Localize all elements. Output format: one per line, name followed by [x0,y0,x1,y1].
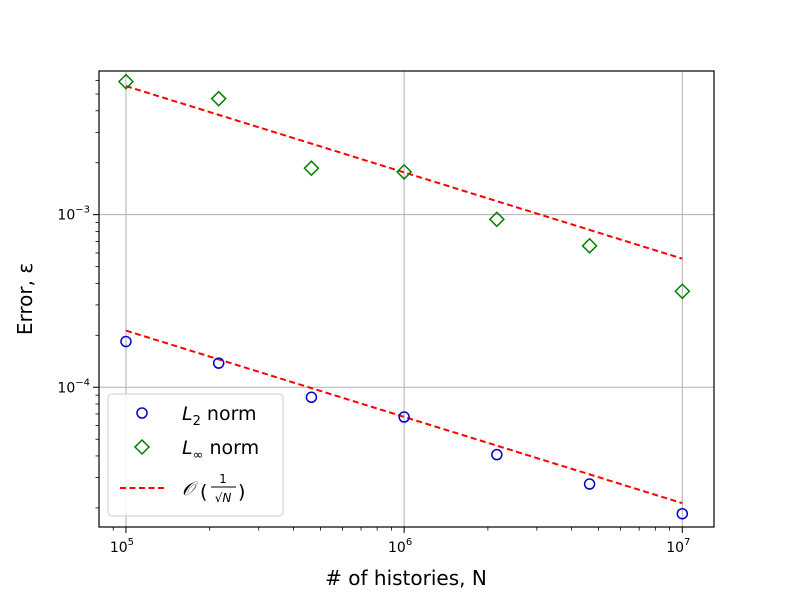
x-tick-label: 107 [666,537,690,556]
svg-text:√N: √N [215,491,232,505]
l2-point [583,478,596,490]
y-axis-label: Error, ε [13,263,37,335]
reference-line [125,329,683,505]
linf-point [210,90,227,107]
legend-box [107,393,284,517]
y-tick-label: 10−4 [57,377,90,396]
linf-point [303,160,320,177]
y-tick-label: 10−3 [57,205,90,224]
plot-frame [98,70,715,528]
linf-point [488,211,505,228]
l2-point [305,391,318,404]
x-tick-label: 105 [110,537,134,556]
svg-text:): ) [238,481,245,503]
x-axis-label: # of histories, N [325,566,487,590]
l2-point [212,357,225,369]
svg-text:(: ( [200,481,207,503]
linf-point [117,73,135,90]
l2-point [120,335,132,348]
x-tick-label: 106 [388,537,412,556]
l2-point [398,411,410,423]
linf-point [396,163,413,180]
l2-point [676,507,689,520]
reference-lines [125,85,683,505]
l2-point [491,448,503,461]
linf-point [581,237,598,254]
data-markers [117,73,691,520]
reference-line [125,85,683,260]
ticks: 105 106 107 10−4 10−3 [57,79,690,556]
legend-linf-marker [133,438,151,456]
linf-point [674,283,691,300]
legend: L2 norm L∞ norm 𝒪 ( 1 √N ) [107,393,284,517]
legend-linf-label: L∞ norm [182,437,259,463]
svg-text:1: 1 [219,472,227,486]
legend-l2-label: L2 norm [182,403,257,429]
legend-l2-marker [136,407,148,419]
